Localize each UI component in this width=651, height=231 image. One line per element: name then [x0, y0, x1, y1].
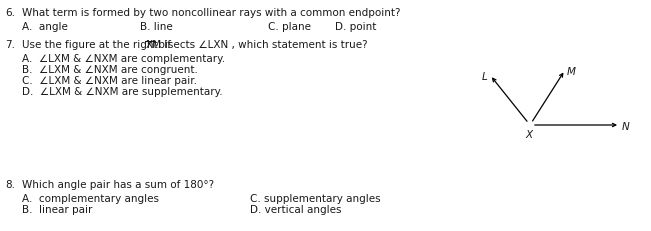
- Text: bisects ∠LXN , which statement is true?: bisects ∠LXN , which statement is true?: [156, 40, 368, 50]
- Text: C. plane: C. plane: [268, 22, 311, 32]
- Text: 6.: 6.: [5, 8, 15, 18]
- Text: A.  complementary angles: A. complementary angles: [22, 194, 159, 204]
- Text: D.  ∠LXM & ∠NXM are supplementary.: D. ∠LXM & ∠NXM are supplementary.: [22, 87, 223, 97]
- Text: X: X: [525, 130, 533, 140]
- Text: D. point: D. point: [335, 22, 376, 32]
- Text: Use the figure at the right. If: Use the figure at the right. If: [22, 40, 174, 50]
- Text: A.  angle: A. angle: [22, 22, 68, 32]
- Text: M: M: [567, 67, 576, 77]
- Text: XM: XM: [145, 40, 161, 50]
- Text: A.  ∠LXM & ∠NXM are complementary.: A. ∠LXM & ∠NXM are complementary.: [22, 54, 225, 64]
- Text: D. vertical angles: D. vertical angles: [250, 205, 342, 215]
- Text: B. line: B. line: [140, 22, 173, 32]
- Text: B.  linear pair: B. linear pair: [22, 205, 92, 215]
- Text: 7.: 7.: [5, 40, 15, 50]
- Text: L: L: [482, 72, 488, 82]
- Text: 8.: 8.: [5, 180, 15, 190]
- Text: N: N: [622, 122, 630, 132]
- Text: B.  ∠LXM & ∠NXM are congruent.: B. ∠LXM & ∠NXM are congruent.: [22, 65, 198, 75]
- Text: C.  ∠LXM & ∠NXM are linear pair.: C. ∠LXM & ∠NXM are linear pair.: [22, 76, 197, 86]
- Text: What term is formed by two noncollinear rays with a common endpoint?: What term is formed by two noncollinear …: [22, 8, 400, 18]
- Text: Which angle pair has a sum of 180°?: Which angle pair has a sum of 180°?: [22, 180, 214, 190]
- Text: C. supplementary angles: C. supplementary angles: [250, 194, 381, 204]
